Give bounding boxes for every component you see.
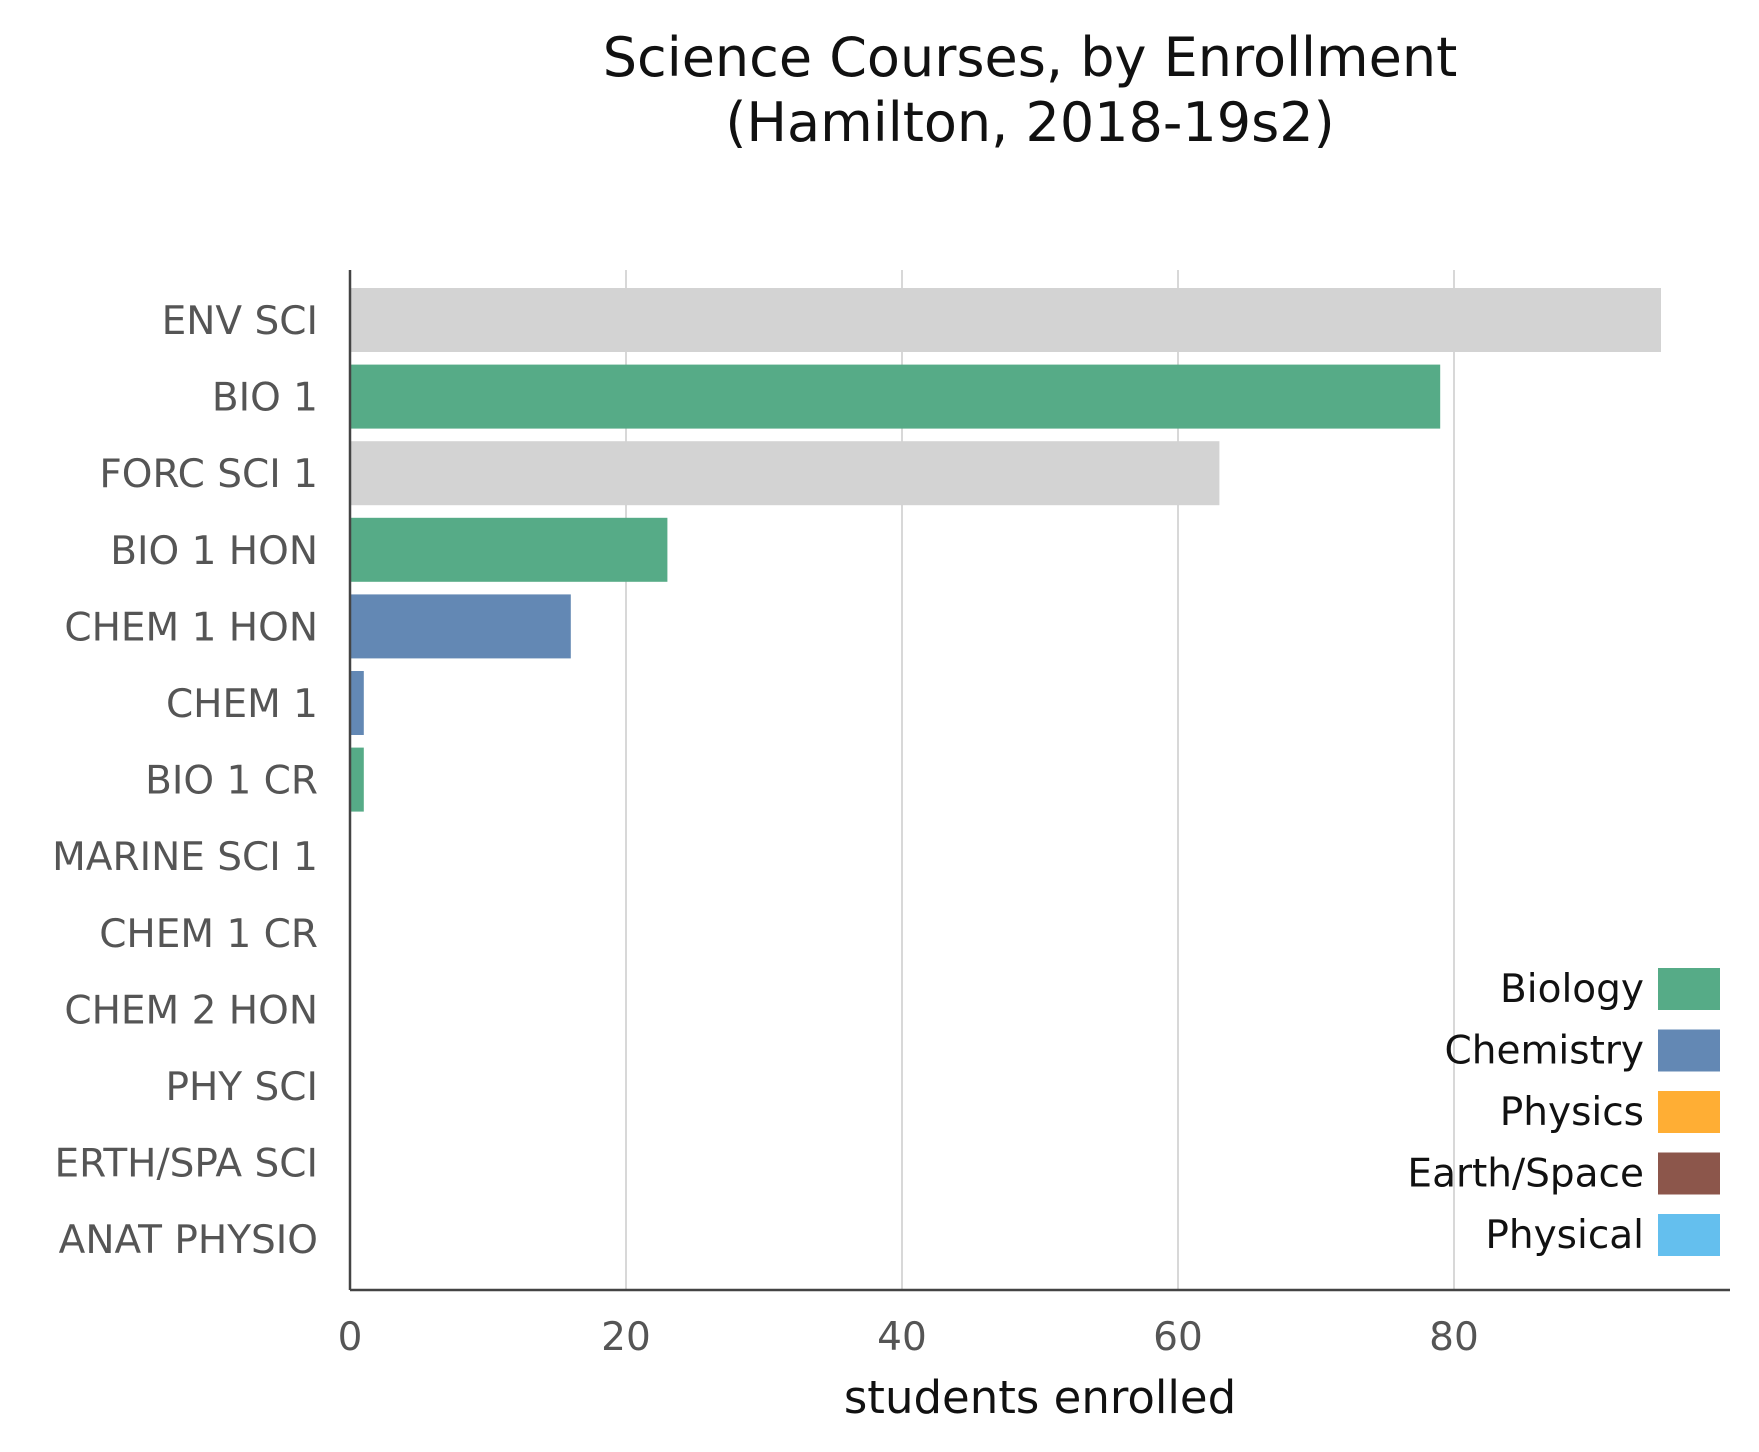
legend: Biology Chemistry Physics Earth/Space Physic… <box>1407 967 1720 1258</box>
title-line-1: Science Courses, by Enrollment <box>603 26 1458 89</box>
legend-swatch-physical <box>1658 1214 1720 1256</box>
y-tick-labels: ENV SCI BIO 1 FORC SCI 1 BIO 1 HON CHEM 1 HO… <box>52 299 318 1263</box>
y-tick-label: ERTH/SPA SCI <box>54 1142 318 1187</box>
y-tick-label: BIO 1 CR <box>145 759 318 804</box>
legend-swatch-chemistry <box>1658 1029 1720 1072</box>
legend-swatch-physics <box>1658 1091 1720 1133</box>
bar-bio-1 <box>350 364 1441 429</box>
y-tick-label: CHEM 1 <box>166 682 318 727</box>
legend-label-biology: Biology <box>1500 967 1644 1012</box>
x-tick-label: 20 <box>601 1315 651 1360</box>
gridlines <box>625 270 1455 1290</box>
chart-title: Science Courses, by Enrollment(Hamilton,… <box>603 26 1458 154</box>
x-tick-label: 60 <box>1153 1315 1203 1360</box>
x-tick-labels: 0 20 40 60 80 <box>338 1315 1479 1360</box>
bar-bio-1-hon <box>350 517 668 582</box>
bar-forc-sci-1 <box>350 441 1220 506</box>
bar-chem-1-hon <box>350 594 571 659</box>
x-tick-label: 40 <box>877 1315 927 1360</box>
legend-label-physical: Physical <box>1485 1213 1644 1258</box>
axes <box>348 270 1730 1292</box>
legend-label-physics: Physics <box>1500 1090 1644 1135</box>
y-tick-label: CHEM 2 HON <box>64 988 318 1033</box>
legend-label-chemistry: Chemistry <box>1445 1029 1645 1074</box>
y-tick-label: FORC SCI 1 <box>99 452 318 497</box>
legend-swatch-earth-space <box>1658 1152 1720 1195</box>
bars <box>350 288 1661 812</box>
y-tick-label: CHEM 1 CR <box>99 912 318 957</box>
y-tick-label: ENV SCI <box>162 299 318 344</box>
bar-bio-1-cr <box>350 747 364 812</box>
x-tick-label: 0 <box>338 1315 363 1360</box>
y-tick-label: ANAT PHYSIO <box>59 1218 318 1263</box>
legend-swatch-biology <box>1658 968 1720 1010</box>
y-tick-label: MARINE SCI 1 <box>52 835 318 880</box>
y-tick-label: BIO 1 HON <box>110 529 318 574</box>
bar-env-sci <box>350 288 1661 352</box>
title-line-2: (Hamilton, 2018-19s2) <box>725 91 1334 154</box>
y-tick-label: BIO 1 <box>212 376 318 421</box>
y-tick-label: CHEM 1 HON <box>64 605 318 650</box>
bar-chem-1 <box>350 671 364 735</box>
x-tick-label: 80 <box>1429 1315 1479 1360</box>
legend-label-earth-space: Earth/Space <box>1407 1152 1644 1197</box>
y-tick-label: PHY SCI <box>165 1065 318 1110</box>
x-axis-label: students enrolled <box>844 1371 1236 1424</box>
